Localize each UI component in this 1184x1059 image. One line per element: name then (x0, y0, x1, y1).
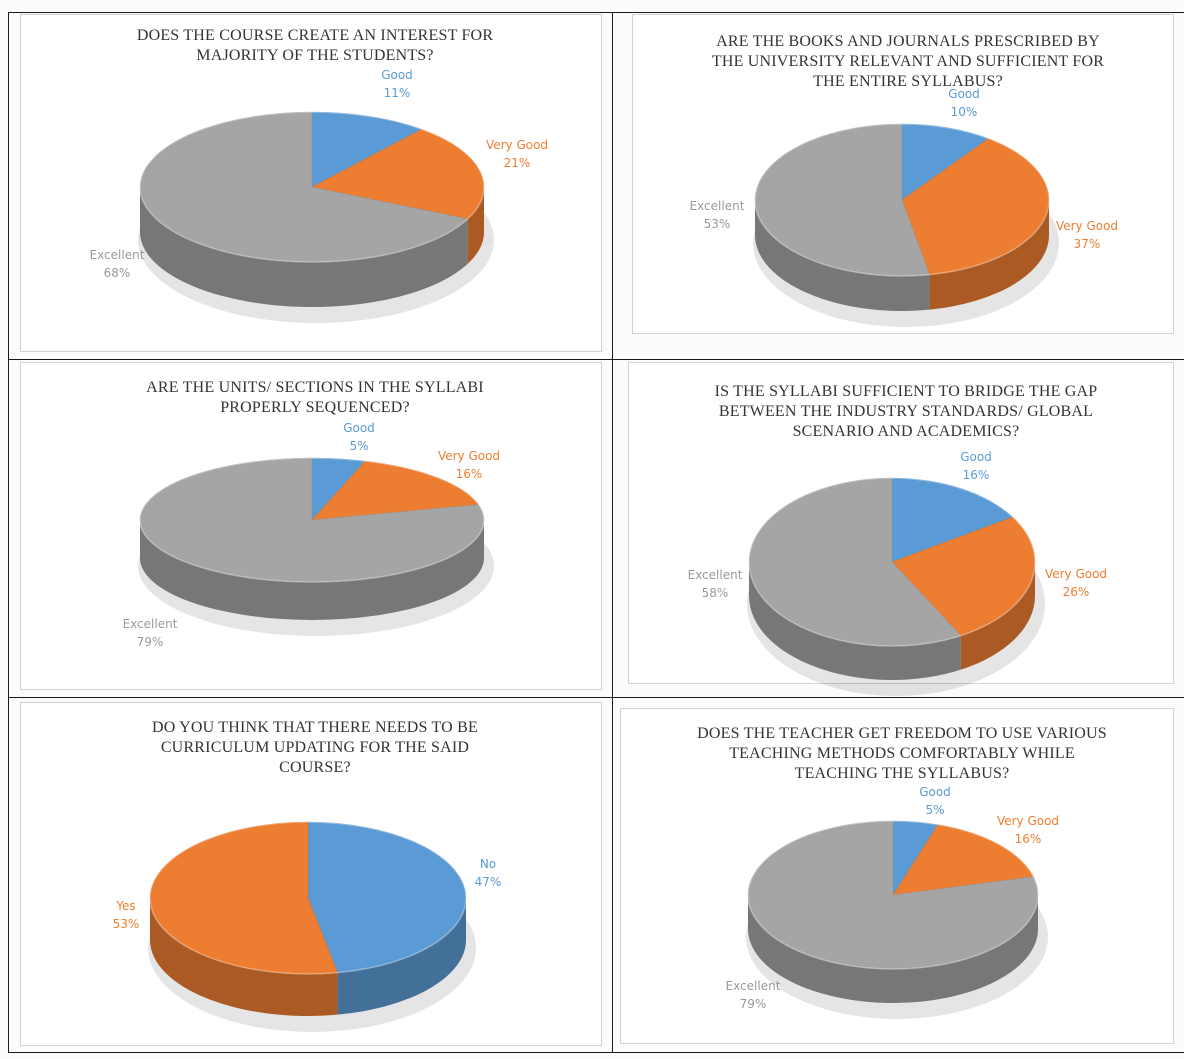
pie-slice-very-good (892, 824, 1034, 896)
pie-slice-excellent (754, 123, 930, 277)
pie-slice-yes (149, 821, 338, 975)
data-label-percent: 53% (113, 917, 140, 931)
data-label-name: No (480, 857, 496, 871)
data-label-name: Very Good (438, 449, 500, 463)
data-label-name: Good (343, 421, 375, 435)
data-label-name: Excellent (688, 568, 743, 582)
data-label-percent: 5% (349, 439, 368, 453)
pie-side-excellent (755, 200, 930, 311)
data-label-name: Good (919, 785, 951, 799)
grid-line-top (8, 12, 1184, 13)
data-label-name: Very Good (1056, 219, 1118, 233)
grid-line-row2 (8, 697, 1184, 698)
data-label-name: Very Good (486, 138, 548, 152)
data-label-name: Good (960, 450, 992, 464)
pie-slice-excellent (747, 820, 1039, 970)
pie-slice-excellent (748, 477, 962, 647)
data-label-percent: 53% (704, 217, 731, 231)
chart-title-5: DO YOU THINK THAT THERE NEEDS TO BE CURR… (152, 719, 478, 776)
pie-rim (754, 123, 1050, 277)
data-label-percent: 16% (456, 467, 483, 481)
pie-slice-very-good (891, 516, 1036, 636)
data-label-percent: 47% (475, 875, 502, 889)
pie-slice-no (307, 821, 467, 973)
pie-rim (747, 820, 1039, 970)
data-label-name: Excellent (726, 979, 781, 993)
chart-title-4: IS THE SYLLABI SUFFICIENT TO BRIDGE THE … (714, 383, 1098, 440)
data-label-percent: 37% (1074, 237, 1101, 251)
data-label-percent: 16% (963, 468, 990, 482)
data-label-percent: 5% (925, 803, 944, 817)
pie-slice-very-good (901, 138, 1050, 275)
grid-line-row1 (8, 359, 1184, 360)
data-label-percent: 11% (384, 86, 411, 100)
pie-rim (139, 111, 485, 263)
pie-rim (149, 821, 467, 975)
grid-line-bottom (8, 1052, 1184, 1053)
data-label-name: Very Good (1045, 567, 1107, 581)
pie-side-excellent (749, 562, 961, 680)
data-label-name: Excellent (123, 617, 178, 631)
pie-side-yes (150, 898, 338, 1016)
pie-slice-good (891, 477, 1014, 563)
data-label-percent: 26% (1063, 585, 1090, 599)
data-label-percent: 21% (504, 156, 531, 170)
pie-slice-good (901, 123, 989, 201)
data-label-percent: 68% (104, 266, 131, 280)
pie-slice-excellent (139, 457, 485, 583)
data-label-name: Good (381, 68, 413, 82)
data-label-name: Yes (115, 899, 135, 913)
pie-rim (748, 477, 1036, 647)
chart-title-6: DOES THE TEACHER GET FREEDOM TO USE VARI… (697, 725, 1107, 782)
pie-rim (139, 457, 485, 583)
pie-side-excellent (748, 895, 1038, 1003)
pie-side-excellent (140, 187, 468, 307)
pie-slice-very-good (311, 460, 480, 521)
pie-slice-very-good (311, 128, 485, 220)
chart-title-1: DOES THE COURSE CREATE AN INTEREST FOR M… (136, 27, 494, 64)
pie-side-very-good (929, 200, 1049, 310)
pie-side-very-good (467, 187, 484, 264)
pie-side-very-good (960, 562, 1035, 670)
data-label-name: Good (948, 87, 980, 101)
pie-slice-good (311, 111, 423, 188)
data-label-name: Very Good (997, 814, 1059, 828)
grid-line-left (8, 12, 9, 1053)
data-label-percent: 79% (740, 997, 767, 1011)
pie-side-excellent (140, 520, 484, 620)
data-label-percent: 79% (137, 635, 164, 649)
data-label-percent: 16% (1015, 832, 1042, 846)
data-label-name: Excellent (90, 248, 145, 262)
chart-title-3: ARE THE UNITS/ SECTIONS IN THE SYLLABI P… (146, 379, 484, 416)
pie-side-no (337, 898, 466, 1015)
pie-slice-excellent (139, 111, 469, 263)
chart-title-2: ARE THE BOOKS AND JOURNALS PRESCRIBED BY… (711, 33, 1105, 90)
data-label-percent: 10% (951, 105, 978, 119)
grid-line-middle (612, 12, 613, 1053)
data-label-name: Excellent (690, 199, 745, 213)
data-label-percent: 58% (702, 586, 729, 600)
